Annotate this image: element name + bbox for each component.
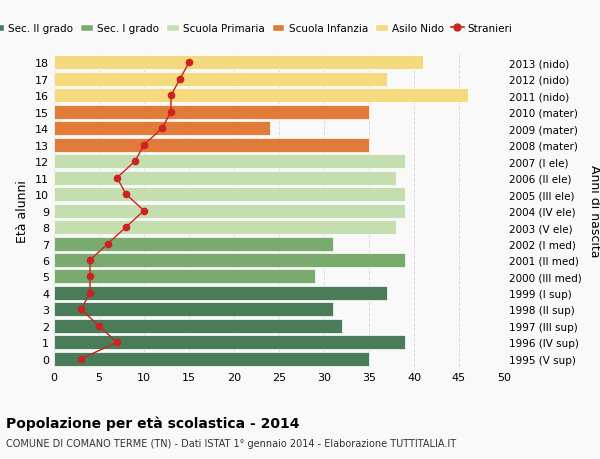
Bar [54, 352, 369, 366]
Bar [54, 253, 405, 268]
Text: COMUNE DI COMANO TERME (TN) - Dati ISTAT 1° gennaio 2014 - Elaborazione TUTTITAL: COMUNE DI COMANO TERME (TN) - Dati ISTAT… [6, 438, 456, 448]
Text: Popolazione per età scolastica - 2014: Popolazione per età scolastica - 2014 [6, 415, 299, 430]
Bar [54, 204, 405, 218]
Bar [54, 319, 342, 333]
Bar [54, 73, 387, 87]
Bar [54, 303, 333, 317]
Bar [54, 56, 423, 70]
Bar [54, 171, 396, 185]
Bar [54, 155, 405, 169]
Bar [54, 336, 405, 350]
Bar [54, 270, 315, 284]
Bar [54, 89, 468, 103]
Bar [54, 188, 405, 202]
Bar [54, 139, 369, 152]
Bar [54, 122, 270, 136]
Y-axis label: Età alunni: Età alunni [16, 180, 29, 242]
Bar [54, 106, 369, 119]
Y-axis label: Anni di nascita: Anni di nascita [588, 165, 600, 257]
Legend: Sec. II grado, Sec. I grado, Scuola Primaria, Scuola Infanzia, Asilo Nido, Stran: Sec. II grado, Sec. I grado, Scuola Prim… [0, 20, 517, 38]
Bar [54, 286, 387, 300]
Bar [54, 221, 396, 235]
Bar [54, 237, 333, 251]
